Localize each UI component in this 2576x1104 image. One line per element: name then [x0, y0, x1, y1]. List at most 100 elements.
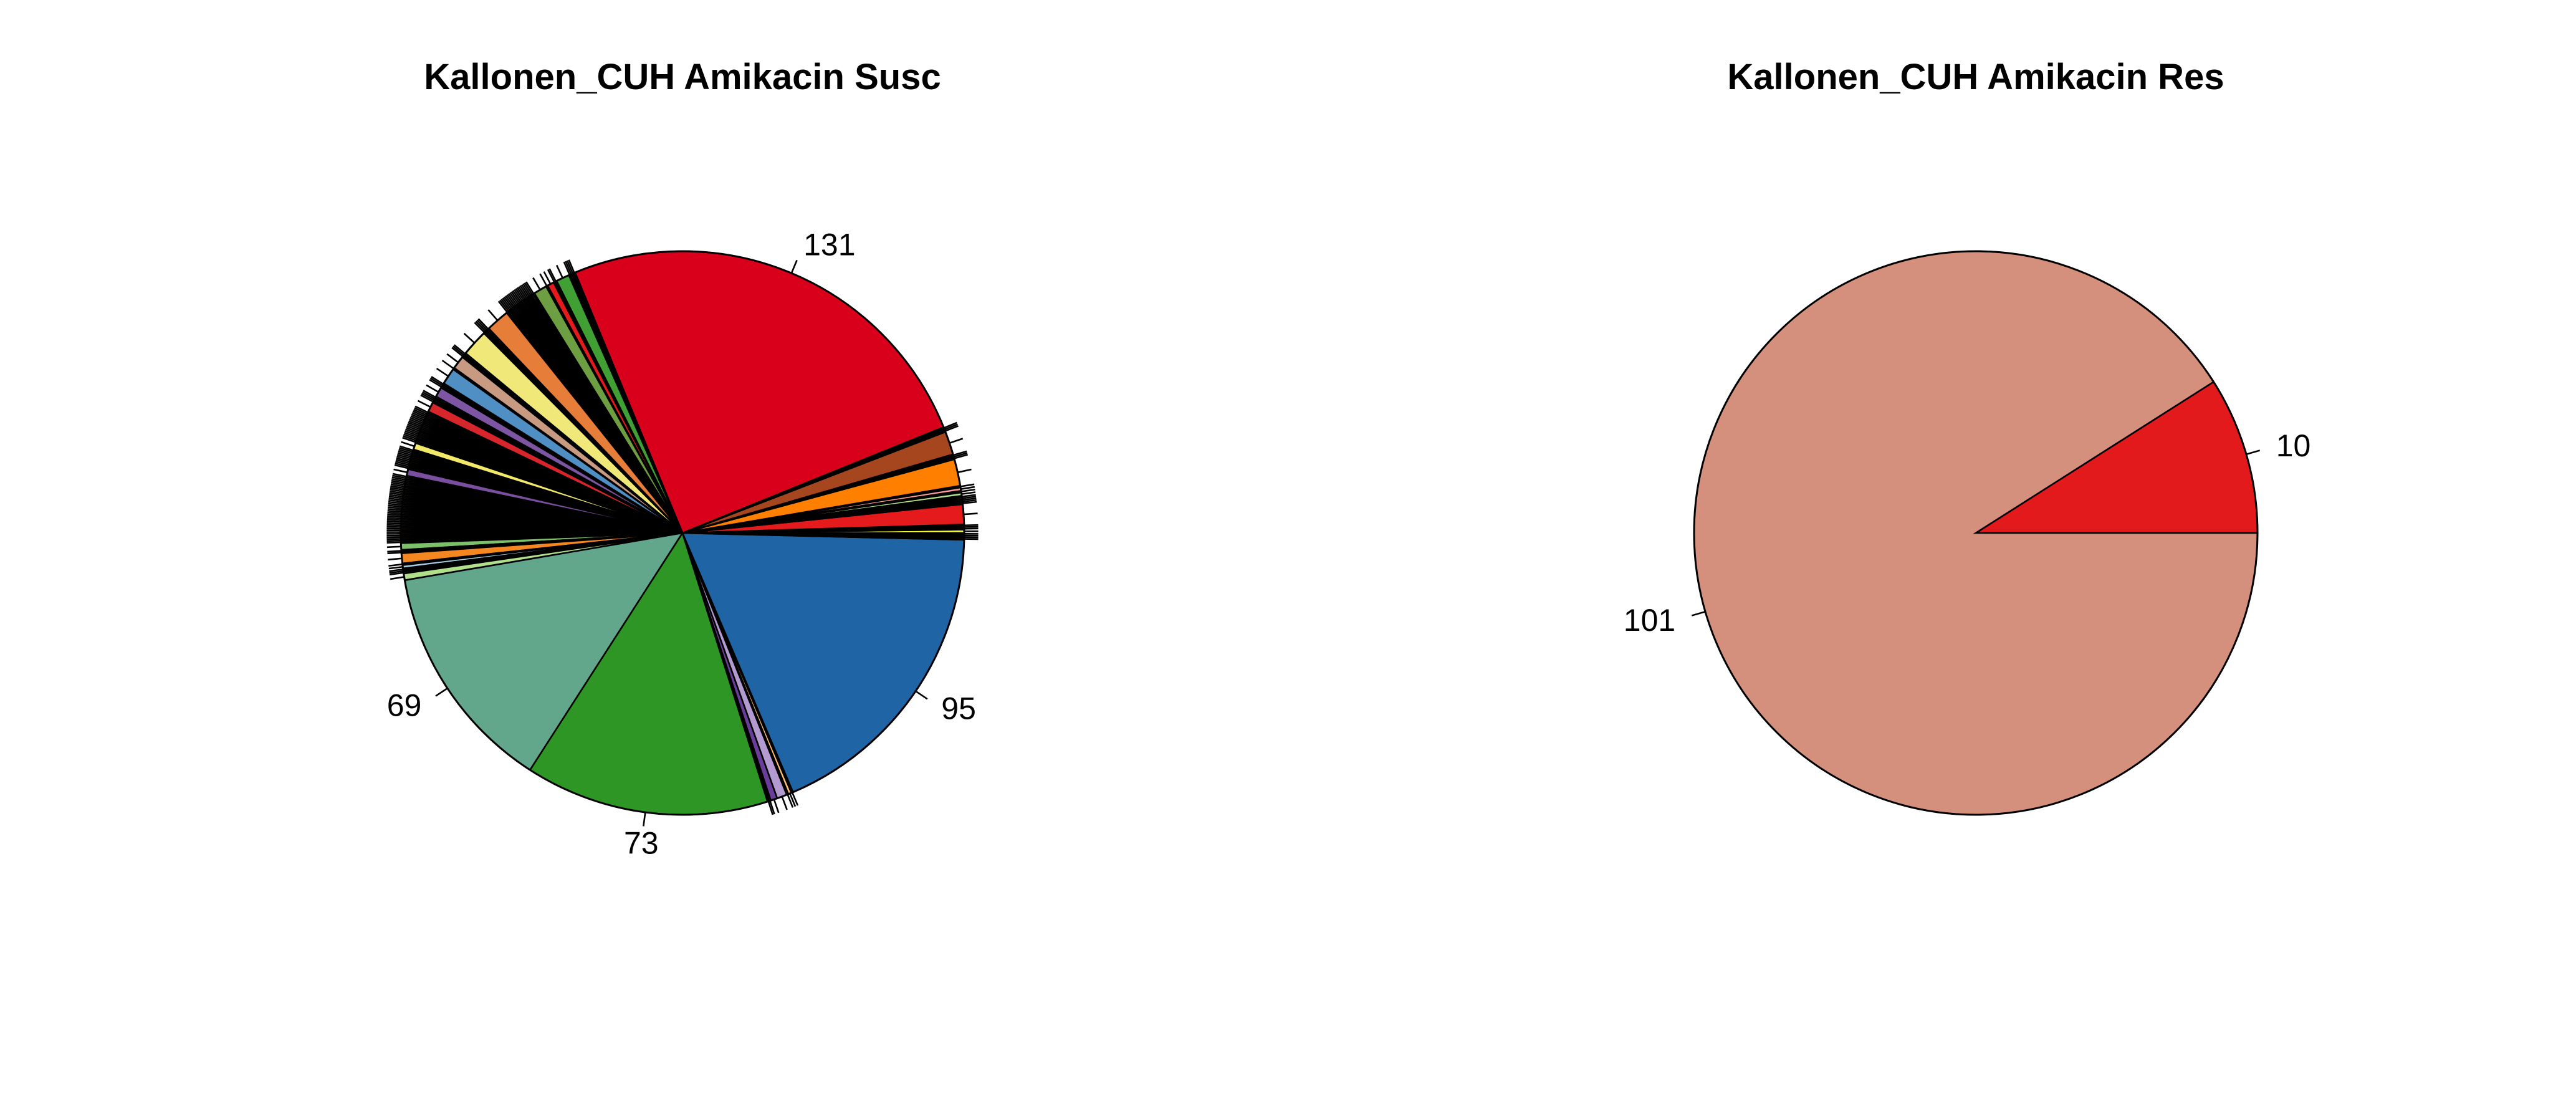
pie-tick: [391, 481, 405, 486]
pie-tick: [452, 345, 465, 356]
pie-tick: [568, 259, 575, 274]
pie-tick: [773, 799, 780, 814]
pie-tick: [412, 410, 426, 418]
pie-tick: [407, 423, 421, 431]
pie-tick: [390, 483, 405, 487]
pie-tick: [414, 407, 428, 415]
pie-tick: [962, 499, 977, 503]
pie-tick: [398, 450, 412, 456]
pie-tick: [386, 519, 401, 521]
pie-tick: [524, 282, 533, 295]
pie-tick: [390, 487, 405, 491]
pie-tick: [962, 501, 977, 504]
pie-tick: [388, 501, 403, 504]
pie-tick: [510, 291, 520, 304]
pie-tick: [2246, 449, 2261, 456]
pie-tick: [411, 413, 425, 421]
pie-tick: [563, 261, 571, 276]
pie-outline: [400, 250, 965, 816]
pie-tick: [403, 433, 418, 440]
pie-tick: [391, 476, 406, 481]
pie-tick: [391, 478, 406, 482]
pie-tick: [451, 347, 464, 357]
pie-tick: [388, 563, 403, 567]
pie-tick: [502, 297, 512, 310]
pie-tick: [397, 452, 412, 458]
pie-tick: [389, 572, 404, 576]
pie-tick: [790, 259, 798, 274]
pie-tick: [417, 400, 431, 408]
pie-tick: [402, 436, 416, 443]
pie-tick: [387, 510, 402, 513]
pie-tick: [516, 287, 526, 300]
pie-tick: [435, 688, 448, 697]
pie-tick: [548, 268, 557, 282]
pie-tick: [411, 412, 426, 420]
pie-tick: [392, 474, 406, 479]
pie-tick: [388, 496, 403, 499]
pie-tick: [954, 454, 969, 459]
pie-tick: [409, 416, 424, 425]
pie-tick: [509, 292, 519, 305]
pie-tick: [547, 269, 555, 283]
pie-tick: [474, 322, 486, 334]
pie-tick: [404, 431, 418, 438]
pie-tick: [963, 512, 978, 516]
pie-tick: [387, 515, 401, 518]
pie-tick: [394, 464, 409, 469]
pie-tick: [395, 461, 409, 466]
pie-tick: [388, 497, 403, 501]
pie-tick: [962, 497, 977, 501]
pie-ticks-resistant: [1691, 449, 2261, 617]
pie-tick: [487, 309, 499, 321]
pie-tick: [406, 426, 420, 434]
pie-tick: [395, 462, 409, 468]
pie-tick: [413, 408, 427, 416]
pie-labels-susceptible: 131 69 73 95: [387, 227, 976, 860]
pie-tick: [525, 281, 535, 294]
pie-tick: [390, 485, 405, 489]
pie-tick: [408, 421, 422, 429]
pie-tick: [399, 445, 414, 451]
pie-tick: [514, 289, 524, 302]
pie-tick: [436, 367, 449, 377]
pie-tick: [519, 285, 529, 298]
pie-tick: [1691, 610, 1706, 617]
pie-tick: [389, 569, 403, 572]
pie-ticks-susceptible: [386, 259, 979, 827]
pie-tick: [403, 435, 417, 442]
pie-tick: [515, 288, 525, 301]
pie-tick: [503, 296, 514, 309]
pie-tick: [429, 377, 443, 386]
pie-tick: [388, 565, 403, 570]
pie-slice-label: 73: [624, 825, 659, 860]
pie-tick: [410, 415, 424, 423]
pie-tick: [520, 284, 530, 297]
pie-tick: [507, 293, 518, 306]
pie-tick: [643, 812, 646, 827]
pie-slice-label: 101: [1624, 603, 1675, 638]
pie-tick: [431, 376, 444, 385]
pie-tick: [389, 490, 404, 494]
pie-tick: [791, 792, 799, 806]
pie-tick: [960, 488, 975, 492]
pie-tick: [512, 290, 522, 303]
pie-tick: [398, 448, 413, 454]
pie-tick: [539, 273, 548, 287]
pie-tick: [405, 428, 419, 435]
pie-tick: [565, 261, 572, 275]
pie-tick: [388, 504, 403, 508]
chart-title-susceptible: Kallonen_CUH Amikacin Susc: [424, 57, 941, 97]
pie-tick: [463, 332, 476, 344]
pie-tick: [769, 800, 775, 815]
pie-tick: [953, 450, 967, 456]
pie-slice: [1693, 250, 2259, 816]
pie-tick: [406, 425, 421, 432]
pie-tick: [386, 521, 401, 523]
pie-tick: [960, 486, 975, 490]
pie-tick: [387, 551, 402, 555]
pie-labels-resistant: 10 101: [1624, 428, 2311, 638]
chart-title-resistant: Kallonen_CUH Amikacin Res: [1727, 57, 2224, 97]
pie-tick: [781, 796, 788, 810]
